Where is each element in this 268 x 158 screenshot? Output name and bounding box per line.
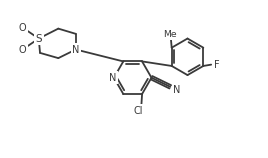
Text: Cl: Cl xyxy=(133,106,143,116)
Text: O: O xyxy=(19,45,26,55)
Text: N: N xyxy=(109,73,116,83)
Text: N: N xyxy=(72,45,80,55)
Text: O: O xyxy=(19,23,26,33)
Text: Me: Me xyxy=(163,30,177,39)
Text: F: F xyxy=(214,60,220,70)
Text: N: N xyxy=(173,85,180,95)
Text: S: S xyxy=(35,33,42,44)
